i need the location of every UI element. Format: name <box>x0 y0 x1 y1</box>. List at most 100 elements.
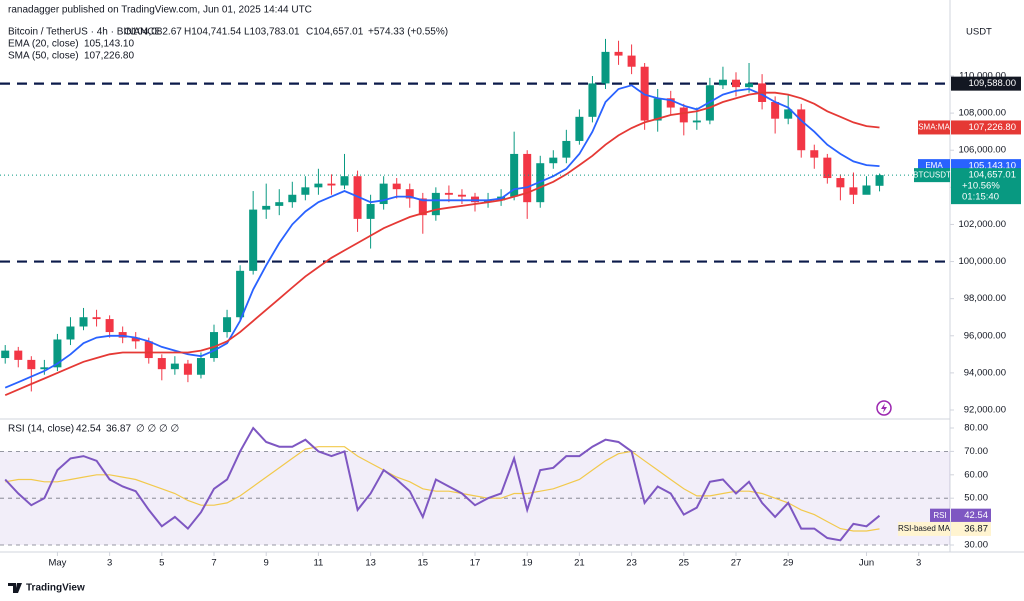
candle-body <box>797 109 806 151</box>
rsi-tick-label: 70.00 <box>964 446 988 457</box>
rsi-tag: RSI-based MA <box>898 524 951 533</box>
logo <box>8 583 22 593</box>
y-tick-label: 92,000.00 <box>964 405 1006 416</box>
rsi-tag-box <box>898 521 950 536</box>
candle-body <box>627 55 636 67</box>
rsi-value-box <box>951 521 991 536</box>
y-tick-label: 106,000.00 <box>958 145 1006 156</box>
candle-body <box>745 83 754 88</box>
candle-body <box>105 319 114 333</box>
rsi-tick-label: 30.00 <box>964 540 988 551</box>
candle-body <box>510 153 519 197</box>
x-tick-label: May <box>48 558 66 569</box>
rsi-value: 36.87 <box>964 523 988 534</box>
x-tick-label: 25 <box>679 558 690 569</box>
x-tick-label: Jun <box>859 558 874 569</box>
series-price: 105,143.10 <box>968 161 1016 172</box>
candle-body <box>731 79 740 88</box>
y-tick-label: 102,000.00 <box>958 219 1006 230</box>
symbol: Bitcoin / TetherUS · 4h · BINANCE <box>8 27 162 38</box>
candle-body <box>418 198 427 216</box>
currency: USDT <box>966 27 992 38</box>
y-tick-label: 98,000.00 <box>964 293 1006 304</box>
rsi-title: RSI (14, close) <box>8 424 74 435</box>
rsi-tag: RSI <box>933 511 946 520</box>
x-tick-label: 5 <box>159 558 164 569</box>
x-tick-label: 13 <box>365 558 376 569</box>
candle-body <box>575 116 584 141</box>
candle-body <box>118 332 127 338</box>
candle-body <box>614 51 623 56</box>
candle-body <box>131 337 140 342</box>
series-price-box <box>951 120 1021 135</box>
ohlc-value: H104,741.54 <box>184 27 242 38</box>
x-tick-label: 3 <box>916 558 921 569</box>
legend-name: SMA (50, close) <box>8 51 79 62</box>
symbol-tag: BTCUSDT <box>913 170 951 179</box>
candle-body <box>66 326 75 340</box>
rsi-value-box <box>951 508 991 523</box>
candle-body <box>236 270 245 318</box>
rsi-tick-label: 60.00 <box>964 469 988 480</box>
candle-body <box>223 317 232 333</box>
candle-body <box>170 363 179 370</box>
alert-icon[interactable] <box>876 400 892 416</box>
candle-body <box>562 140 571 158</box>
candle-body <box>471 196 479 203</box>
x-tick-label: 17 <box>470 558 481 569</box>
candle-body <box>1 350 10 359</box>
y-tick-label: 108,000.00 <box>958 108 1006 119</box>
x-tick-label: 9 <box>264 558 269 569</box>
x-tick-label: 19 <box>522 558 533 569</box>
candle-body <box>183 363 192 375</box>
candle-body <box>523 153 532 203</box>
candle-body <box>327 183 336 186</box>
x-tick-label: 7 <box>211 558 216 569</box>
rsi-tag-box <box>930 508 950 523</box>
ohlc-value: O104,082.67 <box>124 27 182 38</box>
candle-body <box>249 209 258 271</box>
candle-body <box>601 51 610 84</box>
x-tick-label: 23 <box>626 558 637 569</box>
candle-body <box>405 189 414 199</box>
alert-icon-bolt <box>881 403 887 413</box>
candle-body <box>196 358 205 375</box>
candle-body <box>849 187 858 195</box>
candle-body <box>718 79 727 86</box>
x-tick-label: 21 <box>574 558 585 569</box>
candle-body <box>484 200 493 203</box>
candle-body <box>53 339 62 368</box>
candle-body <box>810 150 819 158</box>
candle-body <box>862 185 871 195</box>
candle-body <box>379 183 388 205</box>
y-tick-label: 96,000.00 <box>964 330 1006 341</box>
indicator-line <box>4 84 880 389</box>
candle-body <box>144 341 153 359</box>
candle-body <box>875 175 884 186</box>
candle-body <box>366 204 375 219</box>
candle-body <box>392 183 401 190</box>
rsi-tick-label: 50.00 <box>964 493 988 504</box>
y-tick-label: 110,000.00 <box>959 71 1006 82</box>
indicator-line <box>4 91 880 397</box>
candle-body <box>275 202 284 206</box>
rsi-line <box>4 426 881 542</box>
candle-body <box>79 317 88 327</box>
series-price: 107,226.80 <box>968 122 1016 133</box>
candle-body <box>836 178 845 188</box>
candle-body <box>340 176 349 186</box>
publisher: ranadagger published on TradingView.com,… <box>8 5 312 16</box>
rsi-legend-value: 42.54 <box>76 424 101 435</box>
ohlc-value: +574.33 (+0.55%) <box>368 27 448 38</box>
candle-body <box>588 83 597 117</box>
candle-body <box>157 358 166 370</box>
rsi-na: ∅ ∅ ∅ ∅ <box>136 424 179 435</box>
legend-name: EMA (20, close) <box>8 39 79 50</box>
rsi-value: 42.54 <box>964 510 988 521</box>
candle-body <box>457 194 466 197</box>
ohlc-value: C104,657.01 <box>306 27 364 38</box>
candle-body <box>653 98 662 121</box>
legend-value: 107,226.80 <box>84 51 134 62</box>
x-tick-label: 11 <box>313 558 323 569</box>
branding: TradingView <box>26 583 85 594</box>
